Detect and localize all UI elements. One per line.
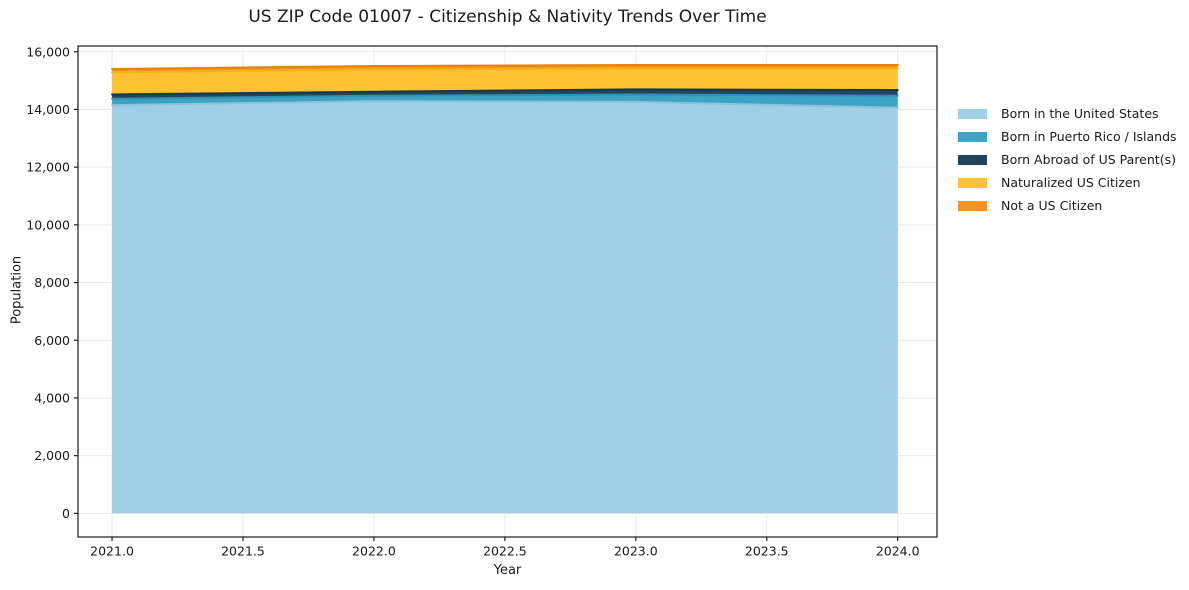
legend-swatch — [958, 131, 987, 142]
y-tick-label: 0 — [62, 506, 70, 521]
legend-swatch — [958, 154, 987, 165]
area-edge-line-2 — [111, 93, 899, 100]
legend-item: Not a US Citizen — [958, 198, 1177, 213]
area-layer-4 — [112, 68, 898, 95]
y-tick-label: 10,000 — [26, 217, 70, 232]
x-tick-label: 2022.0 — [352, 544, 396, 559]
x-tick-label: 2023.5 — [745, 544, 789, 559]
x-tick-label: 2024.0 — [876, 544, 920, 559]
x-axis-label: Year — [493, 563, 522, 578]
y-tick-label: 4,000 — [34, 390, 70, 405]
legend-item: Born Abroad of US Parent(s) — [958, 152, 1177, 167]
y-tick-label: 12,000 — [26, 160, 70, 175]
x-tick-label: 2021.0 — [90, 544, 134, 559]
y-tick-label: 2,000 — [34, 448, 70, 463]
legend-item: Naturalized US Citizen — [958, 175, 1177, 190]
legend-swatch — [958, 200, 987, 211]
x-tick-label: 2023.0 — [614, 544, 658, 559]
x-tick-label: 2021.5 — [221, 544, 265, 559]
axes-spines — [77, 45, 938, 538]
area-edge-line-5 — [111, 64, 899, 71]
area-edge-line-4 — [111, 67, 899, 74]
legend-label: Naturalized US Citizen — [1001, 175, 1141, 190]
legend-label: Born in the United States — [1001, 106, 1159, 121]
legend: Born in the United States Born in Puerto … — [958, 106, 1177, 213]
y-tick-label: 16,000 — [26, 44, 70, 59]
legend-item: Born in Puerto Rico / Islands — [958, 129, 1177, 144]
legend-label: Born in Puerto Rico / Islands — [1001, 129, 1177, 144]
legend-swatch — [958, 177, 987, 188]
legend-label: Born Abroad of US Parent(s) — [1001, 152, 1176, 167]
area-edge-line-3 — [111, 88, 899, 96]
legend-label: Not a US Citizen — [1001, 198, 1103, 213]
y-tick-label: 6,000 — [34, 333, 70, 348]
legend-item: Born in the United States — [958, 106, 1177, 121]
x-tick-label: 2022.5 — [483, 544, 527, 559]
y-tick-label: 14,000 — [26, 102, 70, 117]
area-layer-1 — [112, 101, 898, 514]
chart-title: US ZIP Code 01007 - Citizenship & Nativi… — [248, 7, 767, 27]
legend-swatch — [958, 108, 987, 119]
y-tick-label: 8,000 — [34, 275, 70, 290]
area-edge-line-1 — [111, 100, 899, 109]
